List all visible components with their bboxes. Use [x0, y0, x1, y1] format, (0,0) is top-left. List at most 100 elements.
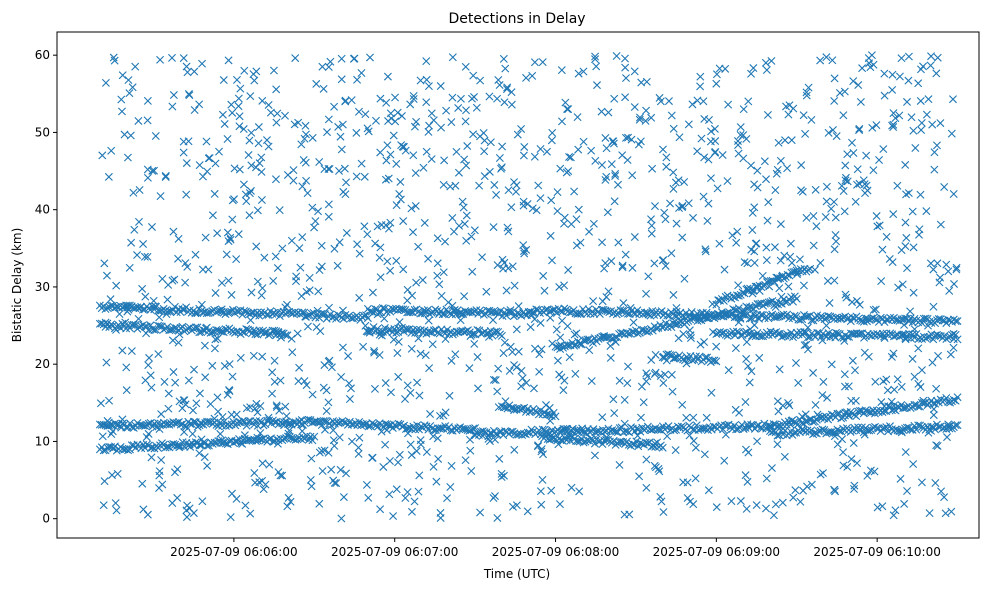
detection-point — [266, 108, 275, 117]
detection-point — [169, 227, 178, 236]
detection-point — [780, 251, 789, 260]
detection-point — [99, 446, 108, 455]
detection-point — [849, 77, 858, 86]
detection-point — [689, 314, 698, 323]
detection-point — [908, 207, 917, 216]
detection-point — [560, 213, 569, 222]
detection-point — [563, 322, 572, 331]
detection-point — [659, 508, 668, 517]
detection-point — [296, 263, 305, 272]
detection-point — [664, 97, 673, 106]
detection-point — [658, 443, 667, 452]
detection-point — [368, 288, 377, 297]
detection-point — [671, 178, 680, 187]
detection-point — [684, 120, 693, 129]
detection-point — [781, 136, 790, 145]
detection-point — [816, 312, 825, 321]
plot-area — [57, 32, 979, 538]
detection-point — [565, 152, 574, 161]
detection-point — [495, 153, 504, 162]
detection-point — [414, 334, 423, 343]
detection-point — [700, 450, 709, 459]
detection-point — [832, 237, 841, 246]
detection-point — [698, 424, 707, 433]
detection-point — [435, 280, 444, 289]
detection-point — [324, 200, 333, 209]
detection-point — [806, 264, 815, 273]
detection-point — [363, 124, 372, 133]
detection-point — [902, 423, 911, 432]
detection-point — [538, 58, 547, 67]
detection-point — [441, 408, 450, 417]
detection-point — [383, 257, 392, 266]
detection-point — [201, 233, 210, 242]
detection-point — [495, 81, 504, 90]
detection-point — [489, 493, 498, 502]
detection-point — [795, 255, 804, 264]
detection-point — [833, 440, 842, 449]
detection-point — [562, 341, 571, 350]
detection-point — [473, 353, 482, 362]
detection-point — [760, 157, 769, 166]
detection-point — [125, 419, 134, 428]
detection-point — [798, 315, 807, 324]
detection-point — [559, 386, 568, 395]
detection-point — [926, 61, 935, 70]
detection-point — [819, 377, 828, 386]
detection-point — [403, 381, 412, 390]
detection-point — [744, 97, 753, 106]
detection-point — [227, 410, 236, 419]
detection-point — [342, 228, 351, 237]
detection-point — [414, 242, 423, 251]
detection-point — [167, 325, 176, 334]
detection-point — [171, 378, 180, 387]
y-tick-label: 60 — [35, 48, 50, 62]
detection-point — [446, 182, 455, 191]
detection-point — [271, 175, 280, 184]
detection-point — [865, 426, 874, 435]
detection-point — [113, 469, 122, 478]
detection-point — [239, 180, 248, 189]
detection-point — [485, 437, 494, 446]
detection-point — [190, 106, 199, 114]
detection-point — [242, 197, 251, 206]
detection-point — [168, 102, 177, 111]
detection-point — [571, 369, 580, 378]
detection-point — [260, 253, 269, 262]
detection-point — [185, 504, 194, 513]
detection-point — [204, 309, 213, 318]
detection-point — [456, 94, 465, 103]
detection-point — [307, 482, 316, 491]
detection-point — [385, 457, 394, 465]
detection-point — [573, 309, 582, 318]
detection-point — [392, 485, 401, 494]
detection-point — [384, 224, 393, 233]
detection-point — [598, 413, 607, 422]
detection-point — [953, 335, 962, 344]
detection-point — [415, 391, 424, 400]
detection-point — [300, 377, 309, 386]
detection-point — [190, 67, 199, 76]
detection-point — [931, 425, 940, 434]
detection-point — [355, 433, 364, 442]
detection-point — [510, 281, 519, 290]
detection-point — [745, 378, 754, 387]
detection-point — [260, 328, 269, 337]
detection-point — [389, 131, 398, 140]
detection-point — [138, 284, 147, 293]
detection-point — [787, 258, 796, 267]
detection-point — [592, 62, 601, 71]
detection-point — [470, 226, 479, 235]
detection-point — [210, 189, 219, 198]
detection-point — [381, 379, 390, 388]
detection-point — [317, 241, 326, 250]
detection-point — [557, 117, 566, 126]
detection-point — [848, 138, 856, 147]
detection-point — [771, 500, 780, 509]
detection-point — [747, 69, 756, 78]
detection-point — [871, 377, 880, 386]
detection-point — [319, 84, 328, 93]
detection-point — [224, 276, 233, 285]
detection-point — [315, 266, 324, 275]
detection-point — [448, 213, 457, 222]
